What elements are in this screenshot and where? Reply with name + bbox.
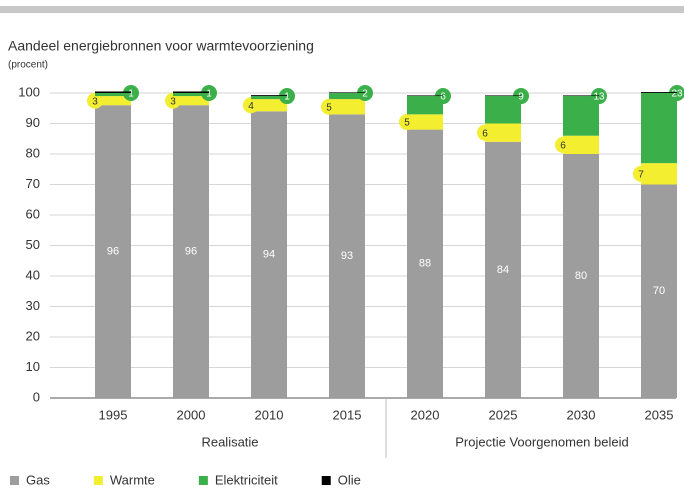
value-label: 5 [326,102,332,113]
y-tick-label: 80 [26,145,40,160]
top-bar [0,6,684,13]
value-label: 23 [671,89,683,100]
bar-segment [173,91,209,93]
x-tick-label: 2020 [411,407,440,422]
value-badge [243,97,259,114]
bar-segment [485,141,521,399]
chart-subtitle: (procent) [8,60,48,71]
bar-segment [563,154,599,398]
value-badge [165,92,181,109]
bar-segment [251,99,287,112]
value-label: 96 [185,246,197,258]
value-badge [555,136,571,153]
value-label: 3 [92,96,98,107]
value-label: 96 [107,246,119,258]
legend-swatch [93,476,103,485]
y-tick-label: 20 [26,328,40,343]
value-badge [477,124,493,141]
y-tick-label: 90 [26,115,40,130]
legend-swatch [198,476,208,485]
bar-segment [173,93,209,97]
y-tick-label: 50 [26,237,40,252]
x-tick-label: 2035 [645,407,674,422]
value-label: 1 [128,89,134,100]
value-label: 94 [263,249,275,261]
legend-label: Gas [26,472,50,487]
x-tick-label: 2010 [255,407,284,422]
value-label: 13 [593,92,605,103]
bar-segment [251,95,287,97]
value-label: 70 [653,285,665,297]
legend-label: Warmte [110,472,155,487]
legend-swatch [10,476,19,485]
value-label: 4 [248,101,254,112]
y-tick-label: 70 [26,176,40,191]
value-label: 6 [482,128,488,139]
bar-segment [95,105,131,398]
bar-segment [641,93,677,164]
bar-segment [329,92,365,93]
value-badge [87,92,103,109]
y-tick-label: 40 [26,267,40,282]
value-label: 1 [206,89,212,100]
bar-segment [95,96,131,106]
bar-segment [95,91,131,93]
y-tick-label: 100 [18,84,40,99]
value-label: 5 [404,118,410,129]
x-tick-label: 2015 [333,407,362,422]
group-label: Realisatie [201,434,258,449]
value-label: 7 [638,169,644,180]
x-tick-label: 1995 [99,407,128,422]
value-label: 6 [440,92,446,103]
bar-segment [329,99,365,115]
y-tick-label: 60 [26,206,40,221]
y-tick-label: 10 [26,359,40,374]
bar-segment [485,95,521,97]
value-label: 3 [170,96,176,107]
group-label: Projectie Voorgenomen beleid [455,434,628,449]
value-badge [399,113,415,130]
x-tick-label: 2025 [489,407,518,422]
value-label: 6 [560,140,566,151]
value-label: 84 [497,264,509,276]
bar-segment [251,111,287,399]
bar-segment [563,96,599,136]
legend-swatch [321,476,331,485]
y-tick-label: 30 [26,298,40,313]
x-tick-label: 2030 [567,407,596,422]
bar-segment [251,96,287,100]
legend-label: Elektriciteit [215,472,278,487]
value-label: 2 [362,89,368,100]
bar-segment [407,96,443,115]
bar-segment [407,129,443,398]
bar-segment [173,105,209,398]
bar-segment [641,92,677,93]
bar-segment [95,93,131,97]
chart-title: Aandeel energiebronnen voor warmtevoorzi… [8,38,314,54]
y-tick-label: 0 [33,389,40,404]
legend-label: Olie [338,472,361,487]
value-label: 1 [284,92,290,103]
bar-segment [641,163,677,185]
value-badge [633,165,649,182]
value-label: 80 [575,270,587,282]
x-tick-label: 2000 [177,407,206,422]
bar-segment [329,114,365,398]
value-badge [321,98,337,115]
bar-segment [329,93,365,100]
bar-segment [407,95,443,97]
value-label: 9 [518,92,524,103]
bar-segment [173,96,209,106]
bar-segment [641,184,677,398]
bar-segment [563,95,599,97]
bar-segment [485,123,521,142]
value-label: 93 [341,250,353,262]
bar-segment [563,135,599,154]
bar-segment [407,114,443,130]
value-label: 88 [419,258,431,270]
